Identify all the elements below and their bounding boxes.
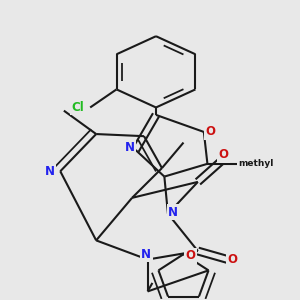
- Text: N: N: [44, 165, 55, 178]
- Text: O: O: [186, 249, 196, 262]
- Text: Cl: Cl: [72, 101, 84, 114]
- Text: methyl: methyl: [238, 159, 273, 168]
- Text: O: O: [227, 253, 237, 266]
- Text: N: N: [125, 141, 135, 154]
- Text: O: O: [218, 148, 228, 161]
- Text: N: N: [168, 206, 178, 219]
- Text: N: N: [141, 248, 151, 261]
- Text: O: O: [205, 125, 215, 138]
